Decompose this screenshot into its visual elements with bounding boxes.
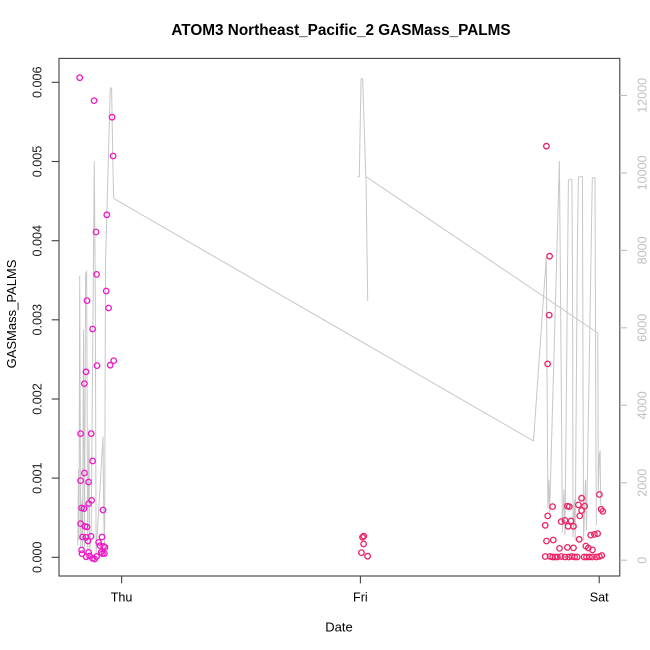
svg-text:Fri: Fri xyxy=(353,591,368,605)
svg-text:Date: Date xyxy=(325,620,352,635)
svg-text:12000: 12000 xyxy=(635,78,649,113)
svg-text:0.002: 0.002 xyxy=(30,383,44,415)
svg-text:0.006: 0.006 xyxy=(30,67,44,99)
svg-text:6000: 6000 xyxy=(635,314,649,342)
svg-text:0.005: 0.005 xyxy=(30,146,44,178)
svg-text:2000: 2000 xyxy=(635,469,649,497)
svg-text:0.000: 0.000 xyxy=(30,542,44,574)
svg-text:10000: 10000 xyxy=(635,155,649,190)
svg-text:ATOM3 Northeast_Pacific_2 GASM: ATOM3 Northeast_Pacific_2 GASMass_PALMS xyxy=(171,22,510,39)
svg-text:Thu: Thu xyxy=(111,591,133,605)
svg-text:0.001: 0.001 xyxy=(30,462,44,494)
svg-text:8000: 8000 xyxy=(635,236,649,264)
svg-text:GASMass_PALMS: GASMass_PALMS xyxy=(4,259,19,368)
svg-text:Sat: Sat xyxy=(590,591,609,605)
svg-text:0.003: 0.003 xyxy=(30,304,44,336)
svg-text:0.004: 0.004 xyxy=(30,225,44,257)
svg-text:0: 0 xyxy=(635,557,649,564)
svg-text:4000: 4000 xyxy=(635,391,649,419)
